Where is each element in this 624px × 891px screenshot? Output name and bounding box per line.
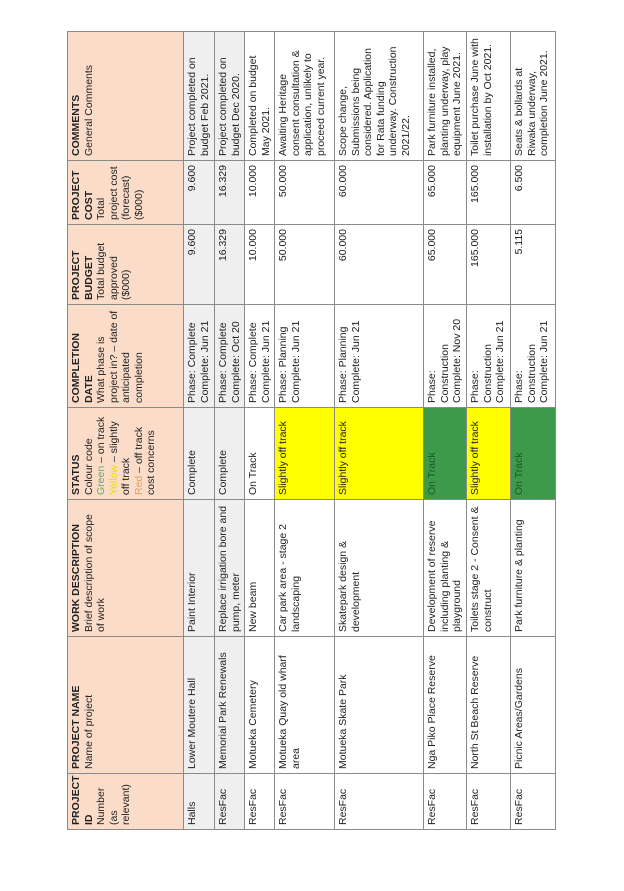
table-row: ResFac North St Beach Reserve Toilets stag…	[466, 31, 511, 830]
table-row: ResFac Picnic Areas/Gardens Park furniture…	[510, 31, 556, 830]
header-id: PROJECT ID Number (as relevant)	[67, 773, 184, 830]
cell-cost: 165.000	[466, 160, 511, 225]
cell-name: North St Beach Reserve	[466, 636, 511, 774]
cell-budget: 16.329	[214, 224, 245, 305]
phase-text: Phase: Construction	[513, 344, 538, 403]
header-status: STATUS Colour code Green – on track Yellow …	[67, 407, 184, 500]
cell-work: Toilets stage 2 - Consent & construct	[466, 499, 511, 637]
cell-work: Skatepark design & development	[334, 499, 424, 637]
cell-cost: 60.000	[334, 160, 424, 225]
cell-comments: Project completed on budget Dec 2020.	[214, 31, 245, 161]
cell-cost: 6.500	[510, 160, 556, 225]
cell-work: New beam	[244, 499, 275, 637]
cell-cost: 65.000	[423, 160, 467, 225]
cell-budget: 65.000	[423, 224, 467, 305]
table-row: ResFac Motueka Cemetery New beam On Track Ph…	[244, 31, 275, 830]
table-row: ResFac Memorial Park Renewals Replace irri…	[214, 31, 245, 830]
complete-date: Complete: Jun 21	[494, 320, 506, 403]
cell-name: Motueka Quay old wharf area	[274, 636, 335, 774]
cell-status: On Track	[510, 407, 556, 500]
cell-comments: Toilet purchase June with installation b…	[466, 31, 511, 161]
table-row: ResFac Motueka Quay old wharf area Car par…	[274, 31, 335, 830]
header-cost: PROJECT COST Total project cost (forecast…	[67, 160, 184, 225]
cell-work: Paint Interior	[183, 499, 215, 637]
cell-work: Replace irrigation bore and pump, meter	[214, 499, 245, 637]
cell-status: Slightly off track	[466, 407, 511, 500]
header-completion: COMPLETION DATE What phase is project in?…	[67, 304, 184, 408]
phase-text: Phase: Complete	[247, 322, 259, 403]
cell-id: ResFac	[466, 773, 511, 830]
complete-date: Complete: Jun 21	[198, 320, 211, 403]
header-comments: COMMENTS General Comments	[67, 31, 184, 161]
cell-status: Complete	[214, 407, 245, 500]
rotated-page: PROJECT ID Number (as relevant) PROJECT N…	[67, 31, 556, 830]
cell-comments: Scope change, Submissions being consider…	[334, 31, 424, 161]
cell-completion: Phase: Complete Complete: Jun 21	[244, 304, 275, 408]
cell-completion: Phase: Construction Complete: Jun 21	[510, 304, 556, 408]
complete-date: Complete: Jun 21	[538, 320, 550, 403]
cell-name: Motueka Skate Park	[334, 636, 424, 774]
cell-comments: Awaiting Heritage consent consultation &…	[274, 31, 335, 161]
table-row: Halls Lower Moutere Hall Paint Interior Com…	[183, 31, 215, 830]
phase-text: Phase: Construction	[426, 344, 451, 403]
cell-status: On Track	[423, 407, 467, 500]
cell-completion: Phase: Construction Complete: Nov 20	[423, 304, 467, 408]
cell-completion: Phase: Complete Complete: Oct 20	[214, 304, 245, 408]
cell-status: Slightly off track	[274, 407, 335, 500]
cell-id: ResFac	[334, 773, 424, 830]
cell-work: Development of reserve including plantin…	[423, 499, 467, 637]
complete-date: Complete: Jun 21	[349, 320, 362, 403]
cell-cost: 9.600	[183, 160, 215, 225]
cell-status: On Track	[244, 407, 275, 500]
cell-work: Park furniture & planting	[510, 499, 556, 637]
cell-name: Motueka Cemetery	[244, 636, 275, 774]
cell-comments: Project completed on budget Feb 2021.	[183, 31, 215, 161]
cell-comments: Completed on budget May 2021.	[244, 31, 275, 161]
cell-comments: Seats & bollards at Riwaka underway, com…	[510, 31, 556, 161]
cell-completion: Phase: Construction Complete: Jun 21	[466, 304, 511, 408]
phase-text: Phase: Planning	[337, 326, 349, 403]
cell-id: ResFac	[244, 773, 275, 830]
cell-budget: 9.600	[183, 224, 215, 305]
cell-id: ResFac	[423, 773, 467, 830]
cell-status: Complete	[183, 407, 215, 500]
phase-text: Phase: Construction	[469, 344, 494, 403]
cell-id: Halls	[183, 773, 215, 830]
phase-text: Phase: Complete	[186, 322, 198, 403]
complete-date: Complete: Oct 20	[229, 321, 242, 403]
cell-budget: 165.000	[466, 224, 511, 305]
header-row: PROJECT ID Number (as relevant) PROJECT N…	[67, 31, 184, 830]
header-name: PROJECT NAME Name of project	[67, 636, 184, 774]
complete-date: Complete: Jun 21	[289, 320, 302, 403]
cell-status: Slightly off track	[334, 407, 424, 500]
cell-completion: Phase: Planning Complete: Jun 21	[334, 304, 424, 408]
cell-id: ResFac	[274, 773, 335, 830]
cell-cost: 10.000	[244, 160, 275, 225]
cell-name: Picnic Areas/Gardens	[510, 636, 556, 774]
table-row: ResFac Nga Piko Place Reserve Development …	[423, 31, 467, 830]
project-status-table: PROJECT ID Number (as relevant) PROJECT N…	[67, 31, 556, 830]
cell-budget: 10.000	[244, 224, 275, 305]
cell-budget: 5.115	[510, 224, 556, 305]
cell-id: ResFac	[214, 773, 245, 830]
complete-date: Complete: Nov 20	[451, 318, 463, 403]
cell-cost: 16.329	[214, 160, 245, 225]
complete-date: Complete: Jun 21	[259, 320, 272, 403]
cell-comments: Park furniture installed, planting under…	[423, 31, 467, 161]
cell-budget: 60.000	[334, 224, 424, 305]
cell-cost: 50.000	[274, 160, 335, 225]
phase-text: Phase: Planning	[277, 326, 289, 403]
cell-completion: Phase: Complete Complete: Jun 21	[183, 304, 215, 408]
cell-budget: 50.000	[274, 224, 335, 305]
phase-text: Phase: Complete	[217, 322, 229, 403]
cell-completion: Phase: Planning Complete: Jun 21	[274, 304, 335, 408]
cell-name: Memorial Park Renewals	[214, 636, 245, 774]
cell-id: ResFac	[510, 773, 556, 830]
header-budget: PROJECT BUDGET Total budget approved ($00…	[67, 224, 184, 305]
cell-work: Car park area - stage 2 landscaping	[274, 499, 335, 637]
cell-name: Nga Piko Place Reserve	[423, 636, 467, 774]
header-work: WORK DESCRIPTION Brief description of sco…	[67, 499, 184, 637]
cell-name: Lower Moutere Hall	[183, 636, 215, 774]
table-row: ResFac Motueka Skate Park Skatepark design…	[334, 31, 424, 830]
